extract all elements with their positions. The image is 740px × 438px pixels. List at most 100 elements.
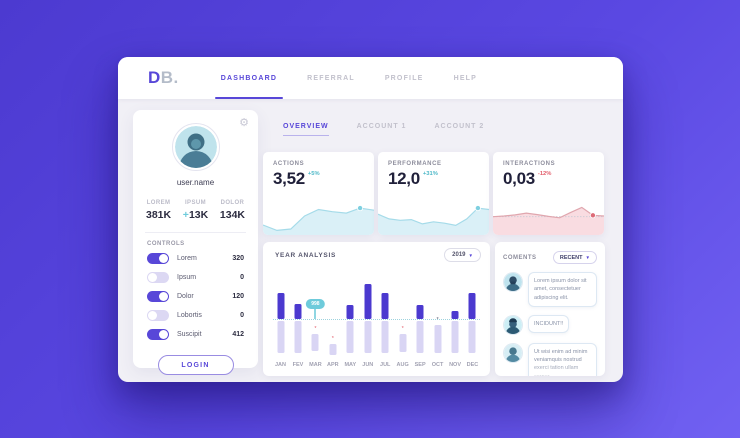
interactions-card: INTERACTIONS 0,03 -12% [493,152,604,235]
bar-group-may: MAY [343,270,358,368]
avatar [503,342,523,363]
bar-group-mar: * 998 MAR [306,270,325,368]
nav-item-dashboard[interactable]: DASHBOARD [214,57,284,99]
year-filter-dropdown[interactable]: 2019 ▼ [444,248,481,262]
bar-below [434,325,442,353]
comments-header: COMENTS RECENT ▼ [503,251,597,264]
toggle-lorem[interactable] [147,253,169,264]
bar-group-jan: JAN [273,270,288,368]
stat-dolor: DOLOR 134K [219,200,245,221]
bar-below [416,321,424,353]
bar-above [294,304,302,319]
actions-value: 3,52 [273,169,305,188]
control-row-ipsum: Ipsum 0 [133,268,258,287]
bar-group-nov: NOV [448,270,463,368]
avatar [503,314,523,335]
bar-mark: * [436,317,439,323]
controls-title: CONTROLS [147,241,185,247]
chart-tooltip: 998 [306,299,325,309]
month-label: MAR [309,362,322,368]
tab-overview[interactable]: OVERVIEW [283,123,329,136]
chevron-down-icon: ▼ [585,255,590,260]
bar-mark: * [331,336,334,342]
toggle-lobortis[interactable] [147,310,169,321]
spark-dot [589,212,596,219]
top-nav: DB. DASHBOARD REFERRAL PROFILE HELP [118,57,623,99]
tab-account-2[interactable]: ACCOUNT 2 [434,123,485,130]
performance-card: PERFORMANCE 12,0 +31% [378,152,489,235]
comment-bubble: Ut wisi enim ad minim veniamquis nostrud… [528,342,597,376]
username: user.name [176,178,215,187]
recent-filter-dropdown[interactable]: RECENT ▼ [552,251,597,264]
bar-group-jun: JUN [360,270,375,368]
month-label: JAN [274,362,287,368]
chevron-down-icon: ▼ [468,252,473,258]
bar-below [329,344,337,355]
comment-bubble: Lorem ipsum dolor sit amet, consectetuer… [528,272,597,307]
toggle-ipsum[interactable] [147,272,169,283]
nav-item-help[interactable]: HELP [453,74,478,82]
month-label: JUN [362,362,374,368]
avatar [503,272,523,292]
login-button[interactable]: LOGIN [157,355,234,375]
spark-dot [474,205,481,212]
bar-group-jul: JUL [378,270,393,368]
logo-bold: D [148,68,161,87]
bar-below [294,321,302,353]
bar-below [451,321,459,353]
nav-items: DASHBOARD REFERRAL PROFILE HELP [214,57,478,99]
interactions-value: 0,03 [503,169,535,188]
comments-card: COMENTS RECENT ▼ Lorem ipsum dolor sit a… [495,242,605,376]
month-label: MAY [344,362,357,368]
bottom-row: YEAR ANALYSIS 2019 ▼ JAN FEV * 998 MAR * APR MA… [263,242,605,376]
actions-sparkline [263,205,374,235]
comments-title: COMENTS [503,254,537,261]
control-row-dolor: Dolor 120 [133,287,258,306]
main-content: OVERVIEW ACCOUNT 1 ACCOUNT 2 ACTIONS 3,5… [263,110,605,376]
nav-item-profile[interactable]: PROFILE [384,74,424,82]
profile-stats: LOREM 381K IPSUM +13K DOLOR 134K [133,200,258,221]
nav-item-referral[interactable]: REFERRAL [307,74,355,82]
toggle-dolor[interactable] [147,291,169,302]
performance-delta: +31% [422,171,438,177]
bar-group-dec: DEC [465,270,480,368]
bar-group-sep: SEP [413,270,428,368]
bar-above [381,293,389,319]
month-label: AUG [396,362,409,368]
bar-above [416,305,424,319]
comment-item: Lorem ipsum dolor sit amet, consectetuer… [503,272,597,307]
month-label: JUL [380,362,391,368]
bar-mark: * [401,326,404,332]
toggle-suscipit[interactable] [147,329,169,340]
year-analysis-title: YEAR ANALYSIS [275,252,336,259]
chart-baseline [273,319,480,320]
performance-sparkline [378,205,489,235]
bar-group-apr: * APR [325,270,340,368]
control-row-lorem: Lorem 320 [133,249,258,268]
bar-group-fev: FEV [290,270,305,368]
gear-icon[interactable]: ⚙ [239,117,249,129]
spark-dot [357,205,364,212]
bar-above [346,305,354,319]
tab-account-1[interactable]: ACCOUNT 1 [356,123,407,130]
bar-above [277,293,284,319]
divider [145,232,246,233]
month-label: APR [327,362,339,368]
app-logo: DB. [148,68,179,88]
bar-below [399,334,407,352]
month-label: NOV [449,362,461,368]
month-label: DEC [466,362,479,368]
stat-ipsum: IPSUM +13K [182,200,209,221]
bar-above [468,293,476,319]
control-row-suscipit: Suscipit 412 [133,325,258,344]
comment-item: Ut wisi enim ad minim veniamquis nostrud… [503,342,597,376]
bar-below [468,321,476,353]
bar-above [364,284,372,319]
bar-group-oct: * OCT [430,270,445,368]
actions-card: ACTIONS 3,52 +5% [263,152,374,235]
performance-value: 12,0 [388,169,420,188]
logo-light: B. [160,68,179,87]
control-row-lobortis: Lobortis 0 [133,306,258,325]
interactions-delta: -12% [537,171,552,177]
comment-bubble: INCIDUNT!! [528,314,570,333]
